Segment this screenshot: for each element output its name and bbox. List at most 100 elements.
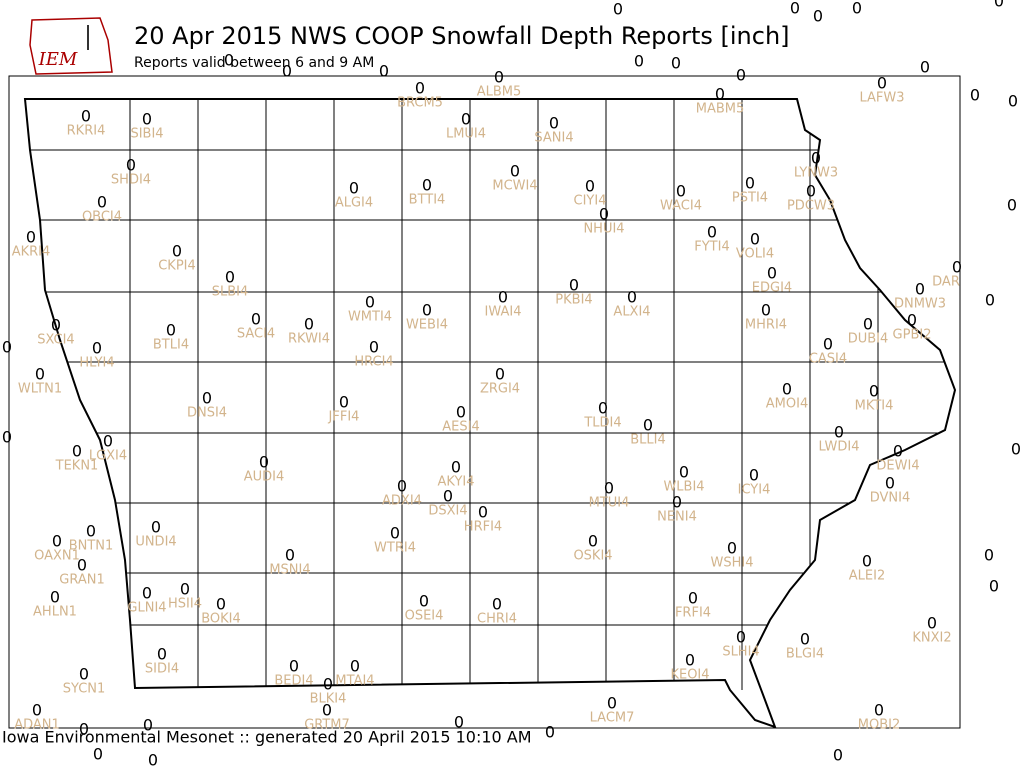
station-value: 0	[52, 532, 62, 551]
station-value: 0	[549, 114, 559, 133]
station-value: 0	[251, 310, 261, 329]
station-value: 0	[893, 442, 903, 461]
station-value: 0	[727, 539, 737, 558]
station-id: GRTM7	[304, 718, 350, 733]
station-id: LMUI4	[446, 127, 486, 142]
station-value: 0	[478, 503, 488, 522]
station-id: OSEI4	[405, 609, 444, 624]
station-id: UNDI4	[135, 535, 176, 550]
station-value: 0	[103, 432, 113, 451]
station-value: 0	[494, 68, 504, 87]
station-id: ALGI4	[335, 196, 373, 211]
station-value: 0	[834, 423, 844, 442]
station-id: HRFI4	[464, 520, 502, 535]
station-value: 0	[806, 182, 816, 201]
station-value: 0	[81, 107, 91, 126]
station-value: 0	[1007, 196, 1017, 215]
station-value: 0	[588, 532, 598, 551]
station-id: ADAN1	[14, 718, 60, 733]
station-value: 0	[79, 665, 89, 684]
station-id: WSHI4	[711, 556, 754, 571]
station-value: 0	[688, 589, 698, 608]
station-id: SANI4	[534, 131, 573, 146]
station-value: 0	[915, 280, 925, 299]
station-value: 0	[813, 7, 823, 26]
station-id: DVNI4	[870, 491, 911, 506]
station-value: 0	[671, 54, 681, 73]
station-id: KNXI2	[912, 631, 951, 646]
station-value: 0	[2, 428, 12, 447]
station-value: 0	[545, 723, 555, 742]
station-id: DEWI4	[876, 459, 919, 474]
station-id: OAXN1	[34, 549, 80, 564]
station-value: 0	[86, 522, 96, 541]
station-id: SACI4	[237, 327, 275, 342]
station-id: ALXI4	[613, 305, 650, 320]
station-value: 0	[224, 51, 234, 70]
county-lines	[25, 99, 955, 690]
station-value: 0	[679, 463, 689, 482]
station-value: 0	[984, 546, 994, 565]
station-id: GPBI2	[893, 328, 932, 343]
station-value: 0	[676, 182, 686, 201]
station-id: LGXI4	[89, 449, 127, 464]
station-value: 0	[920, 58, 930, 77]
station-value: 0	[282, 62, 292, 81]
station-id: CIYI4	[574, 194, 607, 209]
station-value: 0	[985, 291, 995, 310]
station-value: 0	[419, 592, 429, 611]
station-id: MTAI4	[335, 674, 374, 689]
station-value: 0	[907, 311, 917, 330]
station-id: OBCI4	[82, 210, 122, 225]
station-value: 0	[51, 316, 61, 335]
station-value: 0	[166, 321, 176, 340]
station-value: 0	[927, 614, 937, 633]
station-value: 0	[627, 288, 637, 307]
station-id: AESI4	[442, 420, 479, 435]
station-value: 0	[885, 474, 895, 493]
station-value: 0	[72, 442, 82, 461]
station-value: 0	[994, 0, 1004, 11]
station-id: PKBI4	[555, 293, 592, 308]
station-value: 0	[285, 546, 295, 565]
station-id: ALEI2	[849, 569, 885, 584]
title: 20 Apr 2015 NWS COOP Snowfall Depth Repo…	[134, 22, 790, 50]
logo-shape	[29, 17, 113, 75]
station-value: 0	[379, 62, 389, 81]
station-id: WACI4	[660, 199, 702, 214]
station-id: RKWI4	[288, 332, 330, 347]
station-value: 0	[569, 276, 579, 295]
station-id: ALBM5	[477, 85, 522, 100]
station-value: 0	[643, 416, 653, 435]
station-id: LYNW3	[794, 166, 838, 181]
station-value: 0	[599, 205, 609, 224]
logo-text: IEM	[38, 49, 78, 70]
station-value: 0	[736, 628, 746, 647]
station-value: 0	[142, 584, 152, 603]
station-id: DNSI4	[187, 406, 227, 421]
station-value: 0	[613, 0, 623, 19]
station-id: NHUI4	[583, 222, 624, 237]
station-value: 0	[26, 228, 36, 247]
station-id: MCWI4	[492, 179, 537, 194]
station-id: LAFW3	[859, 91, 904, 106]
station-value: 0	[350, 657, 360, 676]
station-value: 0	[415, 79, 425, 98]
station-value: 0	[92, 339, 102, 358]
station-value: 0	[498, 288, 508, 307]
station-id: BLGI4	[786, 647, 824, 662]
station-value: 0	[451, 458, 461, 477]
station-id: DNMW3	[894, 297, 946, 312]
station-value: 0	[852, 0, 862, 18]
station-id: HLYI4	[79, 356, 114, 371]
station-id: SYCN1	[63, 682, 106, 697]
station-id: BEDI4	[274, 674, 313, 689]
station-id: MSNI4	[269, 563, 310, 578]
logo: IEM	[29, 17, 113, 75]
station-value: 0	[685, 651, 695, 670]
station-value: 0	[598, 399, 608, 418]
station-value: 0	[259, 453, 269, 472]
station-id: MKTI4	[855, 399, 894, 414]
